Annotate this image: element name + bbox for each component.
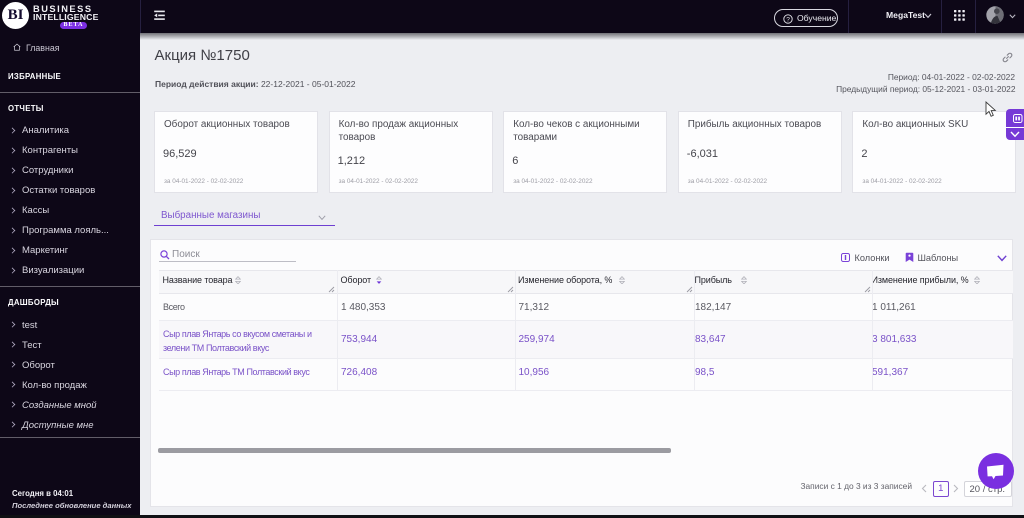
svg-text:?: ? (786, 16, 790, 23)
